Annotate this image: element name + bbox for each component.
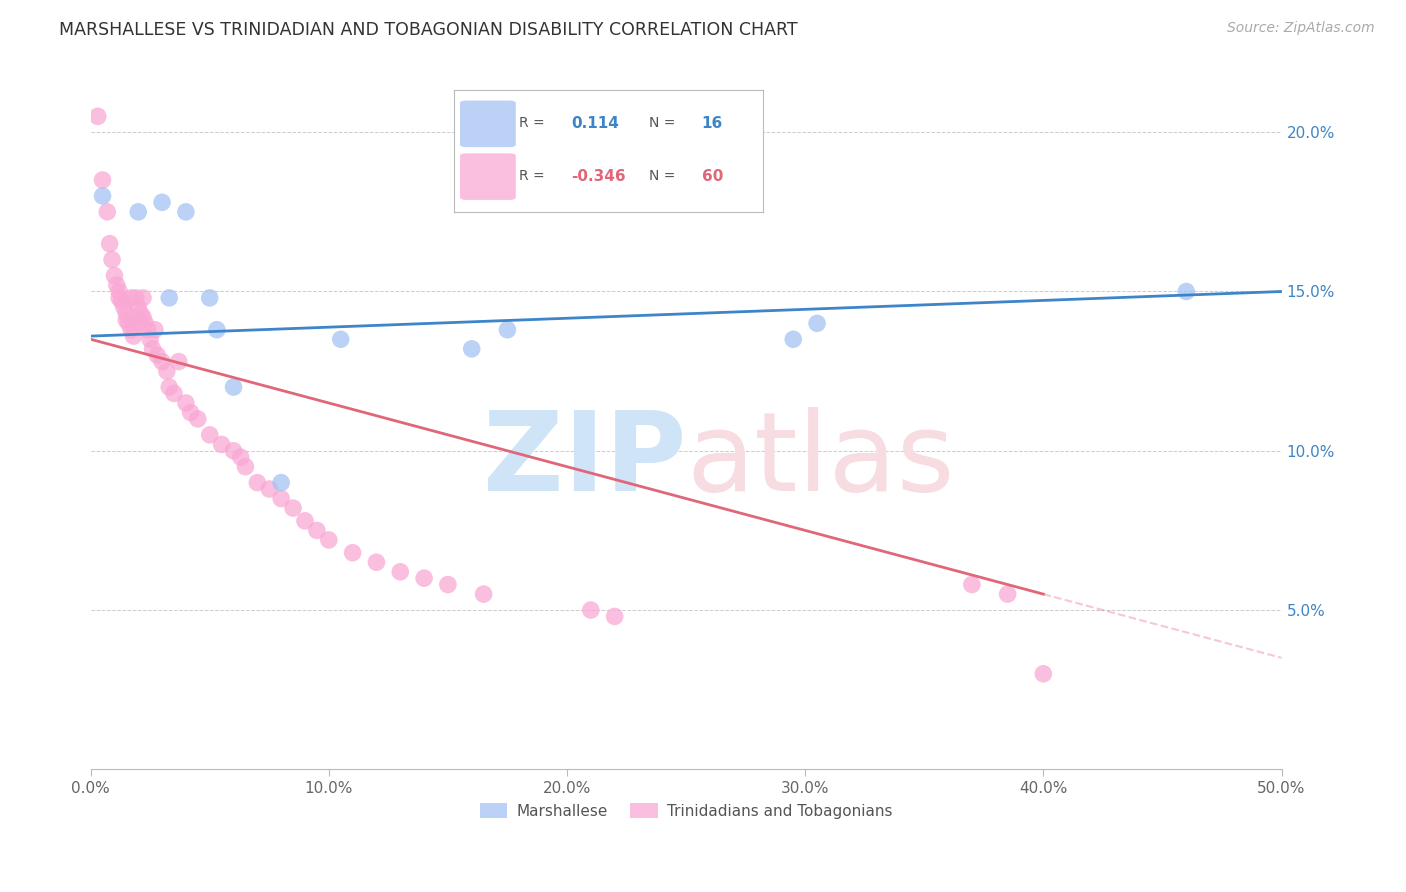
Point xyxy=(270,475,292,490)
Point xyxy=(472,587,495,601)
Point xyxy=(187,412,209,426)
Point xyxy=(96,205,118,219)
Point xyxy=(174,205,197,219)
Point xyxy=(120,323,142,337)
Point xyxy=(603,609,626,624)
Point xyxy=(157,291,180,305)
Point xyxy=(782,332,804,346)
Point xyxy=(150,195,173,210)
Point xyxy=(118,317,141,331)
Point xyxy=(294,514,316,528)
Point xyxy=(281,501,304,516)
Point xyxy=(1175,285,1198,299)
Point xyxy=(139,332,162,346)
Point xyxy=(806,317,828,331)
Point xyxy=(115,307,138,321)
Point xyxy=(156,364,179,378)
Text: Source: ZipAtlas.com: Source: ZipAtlas.com xyxy=(1227,21,1375,36)
Point xyxy=(246,475,269,490)
Point xyxy=(413,571,436,585)
Point xyxy=(141,342,163,356)
Legend: Marshallese, Trinidadians and Tobagonians: Marshallese, Trinidadians and Tobagonian… xyxy=(474,797,898,825)
Point xyxy=(163,386,186,401)
Point xyxy=(146,348,169,362)
Point xyxy=(98,236,121,251)
Point xyxy=(108,285,131,299)
Point xyxy=(198,291,221,305)
Point xyxy=(174,396,197,410)
Point xyxy=(127,317,149,331)
Point xyxy=(132,291,155,305)
Point xyxy=(579,603,602,617)
Point xyxy=(198,427,221,442)
Point xyxy=(127,301,149,315)
Point xyxy=(211,437,233,451)
Point xyxy=(180,405,202,419)
Point xyxy=(167,354,190,368)
Point xyxy=(389,565,412,579)
Point xyxy=(318,533,340,547)
Text: MARSHALLESE VS TRINIDADIAN AND TOBAGONIAN DISABILITY CORRELATION CHART: MARSHALLESE VS TRINIDADIAN AND TOBAGONIA… xyxy=(59,21,797,39)
Point xyxy=(108,291,131,305)
Point xyxy=(125,291,148,305)
Point xyxy=(366,555,388,569)
Point xyxy=(136,323,159,337)
Point xyxy=(91,173,114,187)
Point xyxy=(120,291,142,305)
Point xyxy=(143,323,166,337)
Point xyxy=(270,491,292,506)
Point xyxy=(997,587,1019,601)
Point xyxy=(579,183,602,197)
Point xyxy=(103,268,125,283)
Point xyxy=(222,443,245,458)
Point xyxy=(110,294,132,309)
Point xyxy=(127,205,149,219)
Point xyxy=(305,524,328,538)
Point xyxy=(132,310,155,324)
Point xyxy=(105,278,128,293)
Point xyxy=(342,546,364,560)
Point xyxy=(496,323,519,337)
Point xyxy=(129,307,152,321)
Point xyxy=(460,342,482,356)
Point xyxy=(157,380,180,394)
Point xyxy=(91,189,114,203)
Point xyxy=(437,577,460,591)
Point xyxy=(112,301,135,315)
Text: atlas: atlas xyxy=(686,408,955,515)
Point xyxy=(259,482,281,496)
Point xyxy=(115,313,138,327)
Point xyxy=(134,317,156,331)
Text: ZIP: ZIP xyxy=(482,408,686,515)
Point xyxy=(329,332,352,346)
Point xyxy=(222,380,245,394)
Point xyxy=(150,354,173,368)
Point xyxy=(229,450,252,464)
Point xyxy=(101,252,124,267)
Point xyxy=(1032,666,1054,681)
Point xyxy=(960,577,983,591)
Point xyxy=(205,323,228,337)
Point xyxy=(235,459,257,474)
Point xyxy=(87,109,110,123)
Point xyxy=(122,329,145,343)
